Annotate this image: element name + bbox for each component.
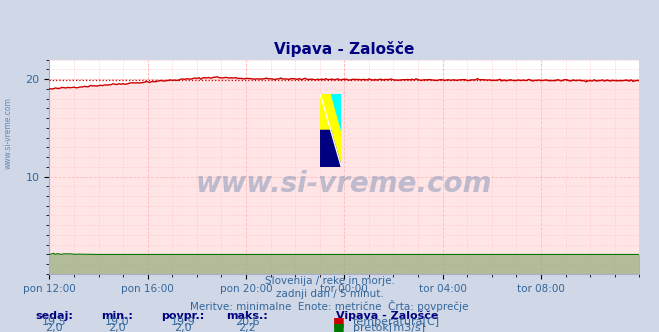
Polygon shape [320,130,341,167]
Text: ■: ■ [333,321,345,332]
Text: ■: ■ [333,315,345,328]
Text: pretok[m3/s]: pretok[m3/s] [353,323,424,332]
Text: 2,0: 2,0 [45,323,63,332]
Text: 19,5: 19,5 [42,317,67,327]
Text: 2,0: 2,0 [175,323,192,332]
Text: 2,2: 2,2 [239,323,256,332]
Text: temperatura[C]: temperatura[C] [353,317,440,327]
Text: min.:: min.: [101,311,133,321]
Title: Vipava - Zalošče: Vipava - Zalošče [274,41,415,57]
Text: Slovenija / reke in morje.: Slovenija / reke in morje. [264,276,395,286]
Text: www.si-vreme.com: www.si-vreme.com [196,170,492,198]
Polygon shape [320,94,341,167]
Text: 2,0: 2,0 [109,323,126,332]
Text: Meritve: minimalne  Enote: metrične  Črta: povprečje: Meritve: minimalne Enote: metrične Črta:… [190,300,469,312]
Text: 19,0: 19,0 [105,317,130,327]
Polygon shape [331,94,341,130]
Text: 20,6: 20,6 [235,317,260,327]
Text: sedaj:: sedaj: [35,311,73,321]
Text: zadnji dan / 5 minut.: zadnji dan / 5 minut. [275,289,384,299]
Text: maks.:: maks.: [226,311,268,321]
Text: Vipava - Zalošče: Vipava - Zalošče [336,310,438,321]
Text: www.si-vreme.com: www.si-vreme.com [3,97,13,169]
Text: 19,9: 19,9 [171,317,196,327]
Text: povpr.:: povpr.: [161,311,205,321]
